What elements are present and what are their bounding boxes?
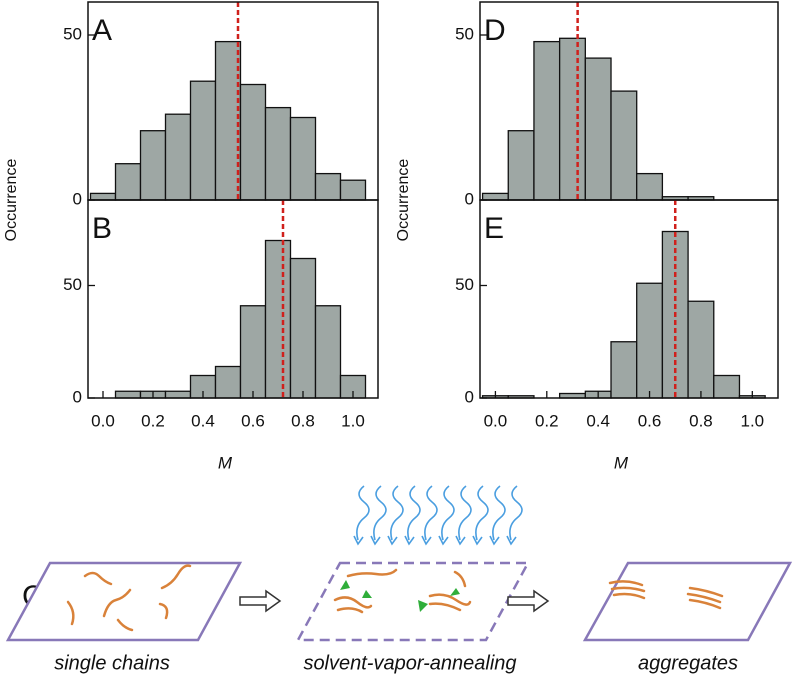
bar [139, 130, 167, 201]
plot-frame [479, 199, 779, 399]
vapor-arrow [407, 485, 421, 541]
bar [687, 300, 715, 399]
vapor-arrowhead [353, 535, 364, 546]
plot-frame [87, 199, 379, 399]
bar [636, 282, 664, 399]
vapor-arrowhead [421, 535, 432, 546]
bar [264, 239, 292, 399]
vapor-arrow [492, 485, 506, 541]
x-tick-label: 1.0 [740, 411, 764, 430]
x-tick-label: 0.0 [91, 411, 115, 430]
y-axis-label: Occurrence [395, 159, 412, 242]
bar [214, 365, 242, 399]
x-tick-label: 0.4 [191, 411, 215, 430]
bar [610, 90, 638, 201]
vapor-arrowhead [404, 535, 415, 546]
x-tick-label: 0.6 [241, 411, 265, 430]
bar [636, 172, 664, 201]
panel-label: D [484, 14, 506, 47]
bar [164, 390, 192, 399]
x-tick-label: 0.6 [638, 411, 662, 430]
vapor-arrow [509, 485, 523, 541]
x-tick-label: 0.2 [141, 411, 165, 430]
vapor-arrow [475, 485, 489, 541]
y-tick-label: 50 [455, 24, 474, 43]
vapor-arrow [458, 485, 472, 541]
panel-label: A [92, 14, 112, 47]
substrate [295, 561, 531, 642]
bar [114, 390, 142, 399]
vapor-arrow [373, 485, 387, 541]
bar [339, 179, 367, 201]
vapor-arrows [353, 485, 523, 546]
vapor-arrowhead [506, 535, 517, 546]
vapor-arrowhead [489, 535, 500, 546]
bar [239, 305, 267, 399]
x-axis-label: M [614, 453, 629, 472]
bar [558, 37, 586, 201]
vapor-arrowhead [370, 535, 381, 546]
panel-label: E [484, 212, 504, 245]
vapor-arrowhead [472, 535, 483, 546]
bar [713, 374, 741, 399]
y-tick-label: 0 [73, 387, 82, 406]
x-tick-label: 0.4 [586, 411, 610, 430]
bar [507, 130, 535, 201]
bar [264, 106, 292, 201]
x-axis-label: M [218, 453, 233, 472]
bar [189, 80, 217, 201]
bar [289, 116, 317, 201]
bar [610, 341, 638, 399]
substrate [582, 561, 793, 642]
x-tick-label: 0.8 [689, 411, 713, 430]
bar [314, 305, 342, 399]
y-tick-label: 50 [455, 275, 474, 294]
y-tick-label: 0 [465, 189, 474, 208]
vapor-arrowhead [387, 535, 398, 546]
caption: aggregates [638, 652, 738, 674]
bar [214, 40, 242, 201]
bar [114, 163, 142, 201]
motion-arrows [340, 580, 460, 612]
caption: solvent-vapor-annealing [303, 652, 516, 674]
vapor-arrow [356, 485, 370, 541]
x-tick-label: 0.0 [484, 411, 508, 430]
vapor-arrow [441, 485, 455, 541]
caption: single chains [54, 652, 170, 674]
bar [89, 192, 117, 201]
substrate [5, 561, 243, 642]
vapor-arrow [424, 485, 438, 541]
chains [66, 564, 724, 632]
bar [584, 57, 612, 201]
y-tick-label: 0 [73, 189, 82, 208]
process-arrow [239, 589, 550, 613]
vapor-arrow [390, 485, 404, 541]
y-tick-label: 50 [63, 24, 82, 43]
x-tick-label: 0.8 [291, 411, 315, 430]
vapor-arrowhead [438, 535, 449, 546]
bar [314, 172, 342, 201]
bar [164, 113, 192, 201]
bar [289, 257, 317, 399]
vapor-arrowhead [455, 535, 466, 546]
x-tick-label: 0.2 [535, 411, 559, 430]
y-tick-label: 50 [63, 275, 82, 294]
x-tick-label: 1.0 [341, 411, 365, 430]
bar [533, 40, 561, 201]
y-axis-label: Occurrence [3, 159, 20, 242]
bar [481, 192, 509, 201]
panel-label: B [92, 212, 112, 245]
bar [239, 83, 267, 201]
y-tick-label: 0 [465, 387, 474, 406]
